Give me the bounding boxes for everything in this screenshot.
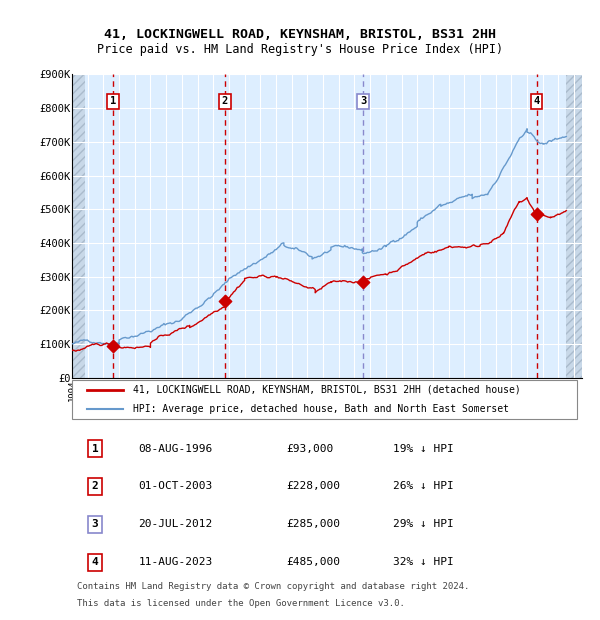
- Text: HPI: Average price, detached house, Bath and North East Somerset: HPI: Average price, detached house, Bath…: [133, 404, 509, 414]
- Text: 08-AUG-1996: 08-AUG-1996: [139, 443, 212, 453]
- Text: 2: 2: [222, 96, 228, 107]
- Text: Price paid vs. HM Land Registry's House Price Index (HPI): Price paid vs. HM Land Registry's House …: [97, 43, 503, 56]
- Text: 01-OCT-2003: 01-OCT-2003: [139, 482, 212, 492]
- Text: 4: 4: [92, 557, 98, 567]
- Text: 4: 4: [533, 96, 540, 107]
- Text: 3: 3: [92, 520, 98, 529]
- Bar: [566, 74, 590, 378]
- Text: £285,000: £285,000: [286, 520, 340, 529]
- Bar: [72, 74, 85, 378]
- Text: 3: 3: [360, 96, 366, 107]
- Point: [108, 342, 118, 352]
- Text: 41, LOCKINGWELL ROAD, KEYNSHAM, BRISTOL, BS31 2HH (detached house): 41, LOCKINGWELL ROAD, KEYNSHAM, BRISTOL,…: [133, 385, 521, 395]
- Text: 32% ↓ HPI: 32% ↓ HPI: [394, 557, 454, 567]
- Text: £93,000: £93,000: [286, 443, 334, 453]
- Text: Contains HM Land Registry data © Crown copyright and database right 2024.: Contains HM Land Registry data © Crown c…: [77, 582, 469, 591]
- Text: 11-AUG-2023: 11-AUG-2023: [139, 557, 212, 567]
- Text: 29% ↓ HPI: 29% ↓ HPI: [394, 520, 454, 529]
- Point: [358, 277, 368, 286]
- Text: 19% ↓ HPI: 19% ↓ HPI: [394, 443, 454, 453]
- Text: 20-JUL-2012: 20-JUL-2012: [139, 520, 212, 529]
- Text: 41, LOCKINGWELL ROAD, KEYNSHAM, BRISTOL, BS31 2HH: 41, LOCKINGWELL ROAD, KEYNSHAM, BRISTOL,…: [104, 28, 496, 41]
- Text: 2: 2: [92, 482, 98, 492]
- Text: 1: 1: [92, 443, 98, 453]
- Text: This data is licensed under the Open Government Licence v3.0.: This data is licensed under the Open Gov…: [77, 599, 405, 608]
- Point: [532, 210, 541, 219]
- Text: £485,000: £485,000: [286, 557, 340, 567]
- Point: [220, 296, 230, 306]
- Text: 1: 1: [110, 96, 116, 107]
- Text: £228,000: £228,000: [286, 482, 340, 492]
- Text: 26% ↓ HPI: 26% ↓ HPI: [394, 482, 454, 492]
- FancyBboxPatch shape: [72, 379, 577, 420]
